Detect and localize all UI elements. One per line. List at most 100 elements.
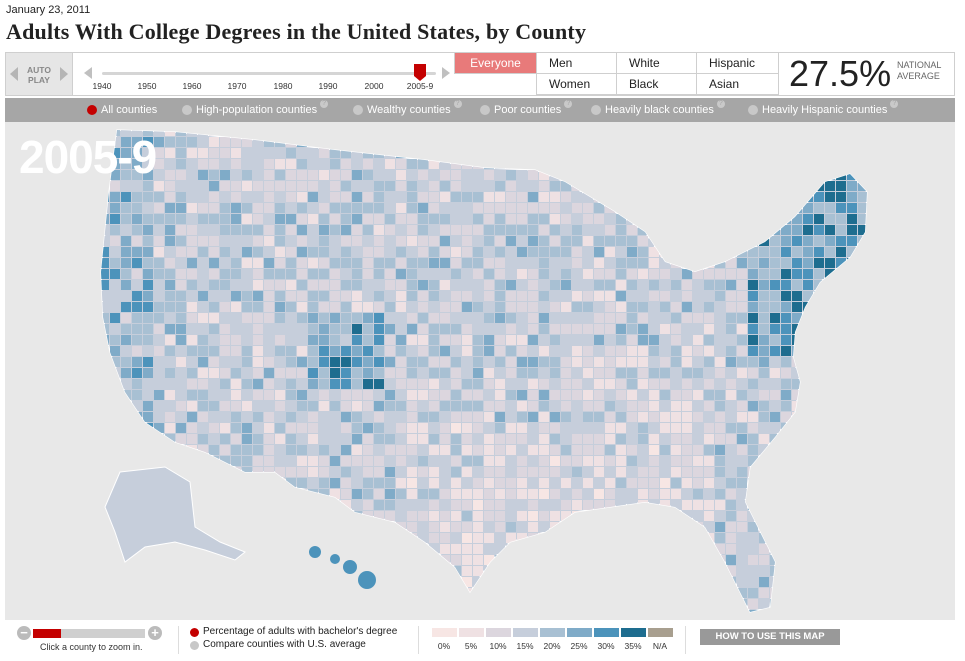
county[interactable] [473, 566, 483, 576]
county[interactable] [770, 324, 780, 334]
county[interactable] [803, 280, 813, 290]
county[interactable] [220, 467, 230, 477]
county[interactable] [704, 170, 714, 180]
county[interactable] [253, 247, 263, 257]
county[interactable] [869, 390, 879, 400]
county[interactable] [154, 181, 164, 191]
county[interactable] [330, 346, 340, 356]
county[interactable] [495, 445, 505, 455]
county[interactable] [759, 412, 769, 422]
county[interactable] [594, 401, 604, 411]
county[interactable] [616, 236, 626, 246]
county[interactable] [506, 192, 516, 202]
county[interactable] [616, 357, 626, 367]
county[interactable] [209, 522, 219, 532]
county[interactable] [704, 390, 714, 400]
county[interactable] [121, 236, 131, 246]
county[interactable] [572, 236, 582, 246]
county[interactable] [858, 302, 868, 312]
county[interactable] [495, 357, 505, 367]
county[interactable] [132, 346, 142, 356]
county[interactable] [836, 159, 846, 169]
county[interactable] [484, 357, 494, 367]
county[interactable] [550, 467, 560, 477]
county[interactable] [638, 467, 648, 477]
county[interactable] [704, 313, 714, 323]
county[interactable] [539, 401, 549, 411]
county[interactable] [110, 203, 120, 213]
county[interactable] [220, 280, 230, 290]
county[interactable] [836, 247, 846, 257]
county[interactable] [187, 203, 197, 213]
county[interactable] [748, 522, 758, 532]
county[interactable] [583, 357, 593, 367]
county[interactable] [770, 489, 780, 499]
county[interactable] [572, 225, 582, 235]
county[interactable] [693, 566, 703, 576]
county[interactable] [737, 500, 747, 510]
county[interactable] [275, 203, 285, 213]
county[interactable] [781, 456, 791, 466]
county[interactable] [781, 544, 791, 554]
county[interactable] [154, 335, 164, 345]
county[interactable] [484, 335, 494, 345]
county[interactable] [253, 170, 263, 180]
county[interactable] [682, 599, 692, 609]
county[interactable] [341, 445, 351, 455]
county[interactable] [165, 258, 175, 268]
county[interactable] [627, 379, 637, 389]
county[interactable] [770, 181, 780, 191]
county[interactable] [671, 434, 681, 444]
county[interactable] [506, 566, 516, 576]
county[interactable] [330, 588, 340, 598]
county[interactable] [715, 379, 725, 389]
county[interactable] [396, 511, 406, 521]
county[interactable] [671, 522, 681, 532]
county[interactable] [715, 258, 725, 268]
county[interactable] [297, 225, 307, 235]
county[interactable] [440, 522, 450, 532]
county[interactable] [759, 478, 769, 488]
county[interactable] [781, 258, 791, 268]
county[interactable] [253, 412, 263, 422]
county[interactable] [770, 159, 780, 169]
county[interactable] [231, 313, 241, 323]
county[interactable] [638, 258, 648, 268]
county[interactable] [396, 555, 406, 565]
county[interactable] [319, 500, 329, 510]
county[interactable] [671, 544, 681, 554]
county[interactable] [132, 214, 142, 224]
county[interactable] [220, 423, 230, 433]
county[interactable] [583, 412, 593, 422]
county[interactable] [308, 610, 318, 620]
county[interactable] [583, 577, 593, 587]
county[interactable] [803, 489, 813, 499]
county[interactable] [330, 511, 340, 521]
county[interactable] [385, 434, 395, 444]
county[interactable] [671, 511, 681, 521]
help-icon[interactable]: ? [890, 100, 899, 108]
county[interactable] [143, 126, 153, 136]
county[interactable] [319, 423, 329, 433]
county[interactable] [110, 324, 120, 334]
county[interactable] [682, 346, 692, 356]
county[interactable] [363, 170, 373, 180]
county[interactable] [319, 368, 329, 378]
county[interactable] [627, 126, 637, 136]
county[interactable] [715, 599, 725, 609]
county[interactable] [176, 544, 186, 554]
county[interactable] [572, 588, 582, 598]
county[interactable] [352, 599, 362, 609]
county[interactable] [462, 335, 472, 345]
county[interactable] [484, 588, 494, 598]
county[interactable] [847, 247, 857, 257]
county[interactable] [154, 555, 164, 565]
county[interactable] [209, 401, 219, 411]
county[interactable] [154, 434, 164, 444]
group-button-black[interactable]: Black [616, 74, 696, 95]
county[interactable] [132, 423, 142, 433]
county[interactable] [462, 269, 472, 279]
county[interactable] [143, 434, 153, 444]
county[interactable] [869, 159, 879, 169]
county[interactable] [341, 456, 351, 466]
